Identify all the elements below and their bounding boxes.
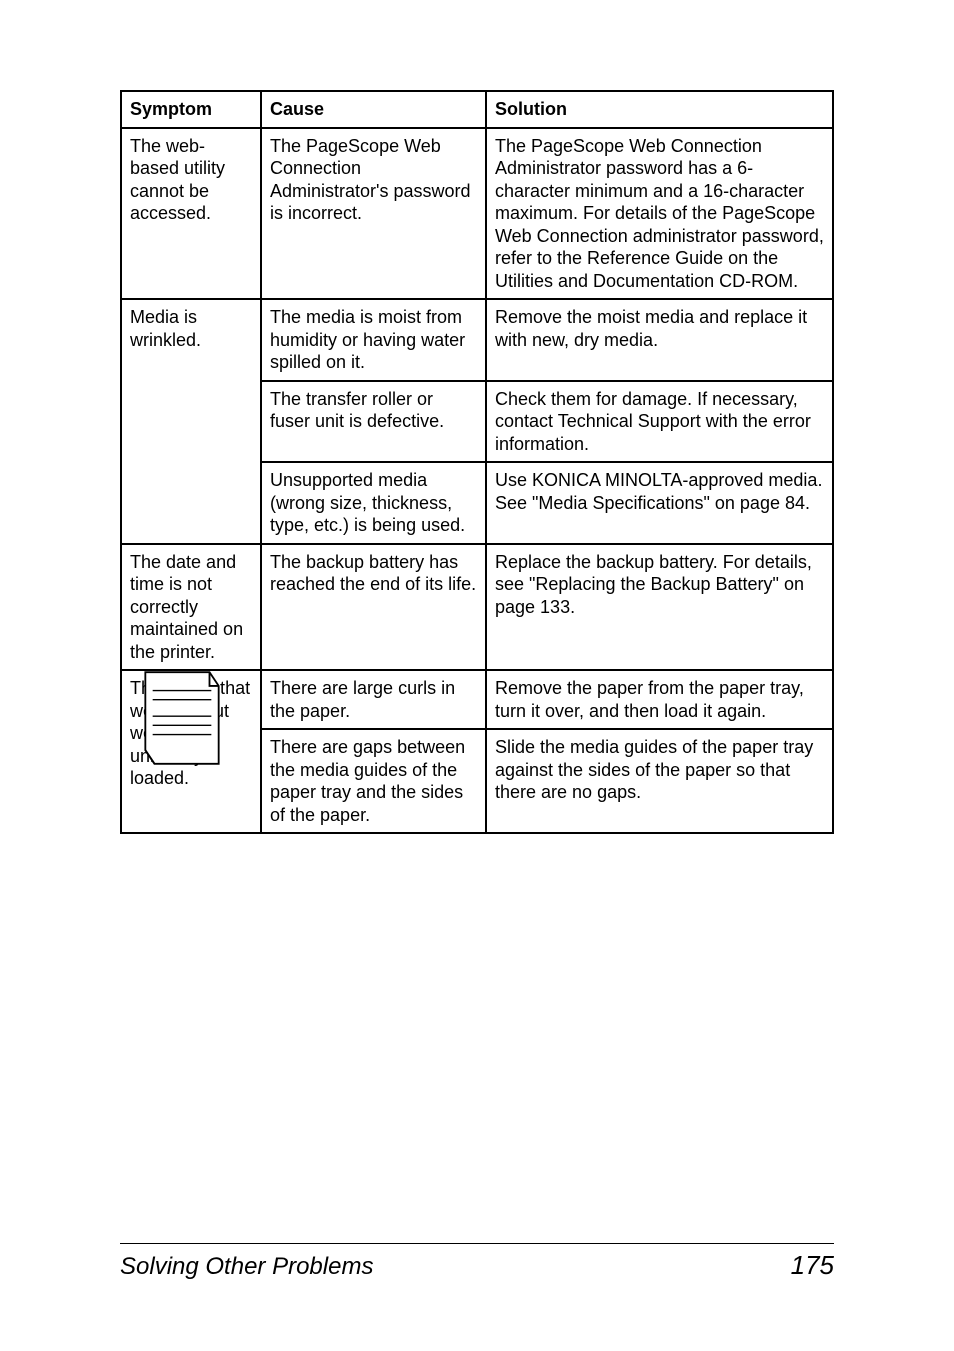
header-cause: Cause — [261, 91, 486, 128]
r2-symptom: Media is wrinkled. — [121, 299, 261, 544]
r2-symptom-text: Media is wrinkled. — [130, 307, 201, 350]
troubleshoot-table: Symptom Cause Solution The web-based uti… — [120, 90, 834, 834]
r2-solution3: Use KONICA MINOLTA-approved media. See "… — [486, 462, 833, 544]
r4-solution1: Remove the paper from the paper tray, tu… — [486, 670, 833, 729]
r1-solution: The PageScope Web Connection Administrat… — [486, 128, 833, 300]
r3-symptom: The date and time is not correctly maint… — [121, 544, 261, 671]
r1-cause: The PageScope Web Connection Administrat… — [261, 128, 486, 300]
r2-solution2: Check them for damage. If necessary, con… — [486, 381, 833, 463]
header-solution: Solution — [486, 91, 833, 128]
r2-cause3: Unsupported media (wrong size, thickness… — [261, 462, 486, 544]
r2-solution1: Remove the moist media and replace it wi… — [486, 299, 833, 381]
r4-solution2: Slide the media guides of the paper tray… — [486, 729, 833, 833]
r4-cause1: There are large curls in the paper. — [261, 670, 486, 729]
r3-cause: The backup battery has reached the end o… — [261, 544, 486, 671]
r2-cause2: The transfer roller or fuser unit is def… — [261, 381, 486, 463]
footer-section-title: Solving Other Problems — [120, 1253, 373, 1281]
r3-solution: Replace the backup battery. For details,… — [486, 544, 833, 671]
r4-symptom: The pages that were fed out were not uni… — [121, 670, 261, 833]
header-symptom: Symptom — [121, 91, 261, 128]
r1-symptom: The web-based utility cannot be accessed… — [121, 128, 261, 300]
page-footer: Solving Other Problems 175 — [120, 1243, 834, 1281]
footer-page-number: 175 — [791, 1250, 834, 1281]
r4-cause2: There are gaps between the media guides … — [261, 729, 486, 833]
r2-cause1: The media is moist from humidity or havi… — [261, 299, 486, 381]
